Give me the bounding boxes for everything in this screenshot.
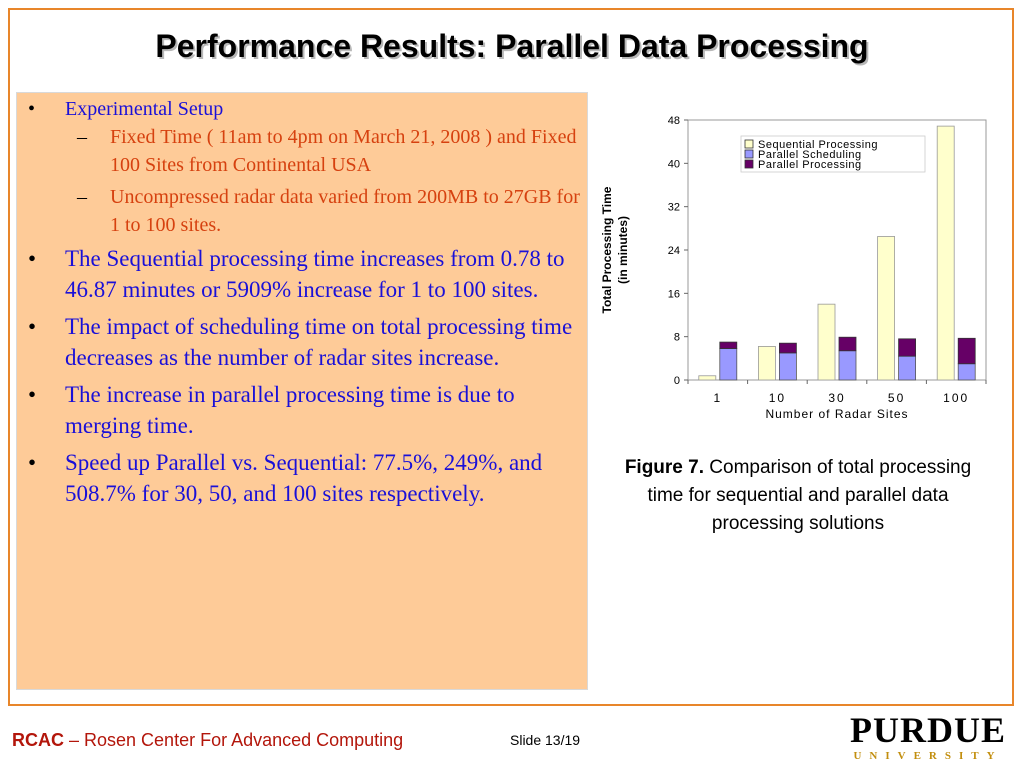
x-tick-label: 50: [888, 391, 905, 405]
bar-chart: 0 8 16 24 32 40 48 Total Processing Time (in min…: [600, 115, 987, 421]
sub-bullet-list: – Fixed Time ( 11am to 4pm on March 21, 2…: [65, 123, 581, 239]
x-axis-label: Number of Radar Sites: [765, 407, 908, 421]
bar-sequential-processing: [877, 236, 896, 381]
bar-parallel-scheduling: [957, 363, 976, 381]
bar-sequential-processing: [817, 303, 836, 381]
bar-parallel-scheduling: [719, 348, 738, 381]
bullet-text: The increase in parallel processing time…: [65, 382, 515, 438]
bullet-item: • The Sequential processing time increase…: [26, 243, 581, 305]
sub-bullet-item: – Uncompressed radar data varied from 200…: [65, 183, 581, 239]
y-tick-label: 0: [674, 375, 680, 387]
x-tick-label: 100: [943, 391, 969, 405]
legend-label: Parallel Processing: [758, 159, 862, 171]
x-tick-label: 30: [828, 391, 845, 405]
bar-parallel-scheduling: [838, 350, 857, 381]
bullet-list: • Experimental Setup – Fixed Time ( 11am …: [26, 96, 581, 515]
y-tick-label: 16: [668, 288, 680, 300]
y-tick-label: 8: [674, 332, 680, 344]
sub-bullet-item: – Fixed Time ( 11am to 4pm on March 21, 2…: [65, 123, 581, 179]
caption-label: Figure 7.: [624, 457, 704, 478]
legend-label: Sequential Processing: [758, 139, 878, 151]
slide-number: Slide 13/19: [510, 732, 581, 748]
x-tick-label: 10: [769, 391, 786, 405]
bullet-glyph: •: [28, 98, 36, 120]
bullet-item: • The increase in parallel processing tim…: [26, 379, 581, 441]
legend-swatch: [744, 139, 754, 149]
y-axis-label: Total Processing Time: [600, 186, 614, 313]
legend-swatch: [744, 159, 754, 169]
sub-bullet-text: Uncompressed radar data varied from 200M…: [110, 186, 580, 236]
bar-sequential-processing: [757, 346, 776, 381]
bullet-item: • Experimental Setup – Fixed Time ( 11am …: [26, 96, 581, 239]
bar-parallel-processing: [838, 336, 857, 352]
bar-sequential-processing: [936, 125, 955, 381]
y-tick-label: 48: [668, 115, 680, 127]
slide-frame: [8, 8, 1014, 706]
y-axis-label: (in minutes): [616, 216, 630, 284]
content-box: [16, 92, 588, 690]
bullet-item: • The impact of scheduling time on total …: [26, 311, 581, 373]
y-tick-label: 32: [668, 202, 680, 214]
caption-text: Comparison of total processing time for …: [647, 457, 972, 534]
footer-rcac-name: – Rosen Center For Advanced Computing: [64, 730, 404, 750]
slide-title: Performance Results: Parallel Data Proce…: [155, 28, 869, 64]
bar-parallel-processing: [719, 341, 738, 349]
footer-rcac-abbrev: RCAC: [12, 730, 64, 750]
sub-bullet-text: Fixed Time ( 11am to 4pm on March 21, 20…: [110, 126, 577, 176]
bullet-glyph: •: [28, 246, 37, 271]
dash-glyph: –: [77, 186, 87, 208]
legend-swatch: [744, 149, 754, 159]
bar-parallel-processing: [957, 337, 976, 365]
bullet-glyph: •: [28, 314, 37, 339]
bar-parallel-scheduling: [898, 355, 917, 381]
dash-glyph: –: [77, 126, 87, 148]
bullet-text: Speed up Parallel vs. Sequential: 77.5%,…: [65, 450, 543, 506]
figure-caption: Figure 7. Comparison of total processing…: [612, 454, 984, 538]
bullet-glyph: •: [28, 450, 37, 475]
bullet-item: • Speed up Parallel vs. Sequential: 77.5%…: [26, 447, 581, 509]
x-tick-label: 1: [713, 391, 722, 405]
bar-parallel-processing: [898, 338, 917, 357]
legend-label: Parallel Scheduling: [758, 149, 862, 161]
bar-parallel-processing: [778, 342, 797, 354]
legend-box: [740, 135, 926, 173]
logo-university: UNIVERSITY: [853, 750, 1003, 762]
purdue-logo: PURDUE UNIVERSITY: [848, 712, 1008, 766]
footer-org: RCAC – Rosen Center For Advanced Computi…: [12, 730, 403, 751]
bullet-glyph: •: [28, 382, 37, 407]
bar-parallel-scheduling: [778, 352, 797, 381]
bullet-text: The impact of scheduling time on total p…: [65, 314, 573, 370]
bullet-text: The Sequential processing time increases…: [65, 246, 565, 302]
bar-sequential-processing: [698, 375, 717, 381]
y-tick-label: 24: [668, 245, 680, 257]
bullet-text: Experimental Setup: [65, 98, 224, 120]
logo-wordmark: PURDUE: [850, 710, 1006, 750]
y-tick-label: 40: [668, 158, 680, 170]
